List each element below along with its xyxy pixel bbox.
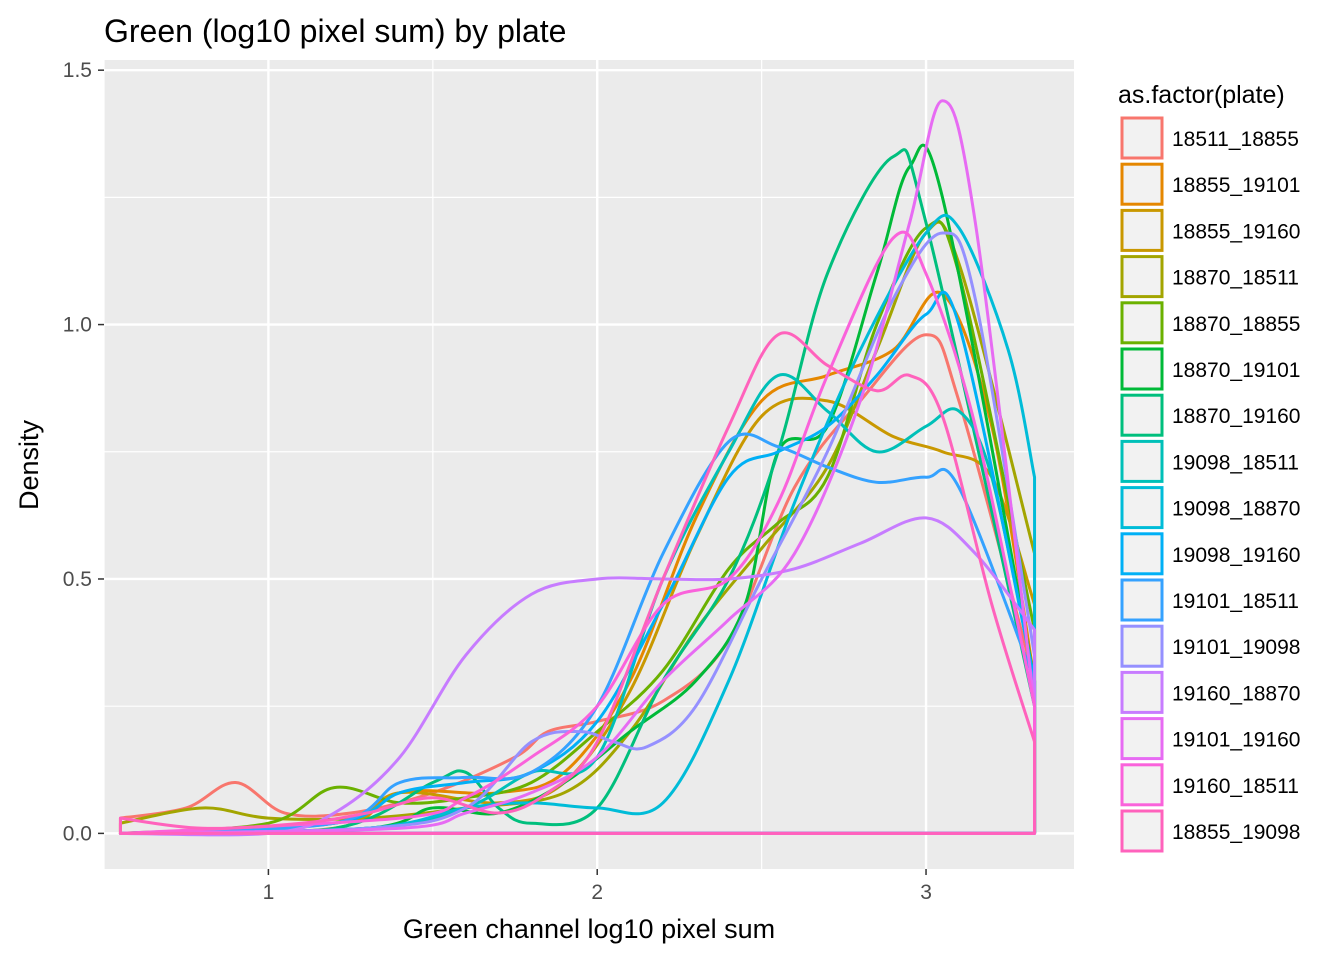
legend-key-18855_19098	[1120, 809, 1164, 853]
legend-label: 19098_19160	[1172, 544, 1300, 567]
minor-gridlines	[103, 60, 1074, 869]
density-curve-18511_18855	[118, 333, 1037, 835]
x-tick-label: 1	[263, 881, 275, 904]
density-curve-19160_18870	[118, 516, 1037, 837]
legend-label: 19098_18870	[1172, 498, 1300, 521]
legend-key-18855_19160	[1120, 208, 1164, 252]
legend-key-18870_19101	[1120, 347, 1164, 391]
legend-label: 18855_19098	[1172, 821, 1300, 844]
legend-label: 18870_19160	[1172, 405, 1300, 428]
legend-key-19160_18870	[1120, 670, 1164, 714]
chart-title: Green (log10 pixel sum) by plate	[104, 13, 566, 49]
x-axis-title: Green channel log10 pixel sum	[403, 914, 775, 944]
legend-key-18855_19101	[1120, 162, 1164, 206]
legend-label: 18511_18855	[1172, 128, 1299, 151]
legend-key-18870_18855	[1120, 301, 1164, 345]
legend: as.factor(plate) 18511_1885518855_191011…	[1118, 81, 1300, 853]
density-curve-19098_18511	[118, 372, 1037, 835]
legend-label: 18870_19101	[1172, 359, 1300, 382]
legend-label: 19101_18511	[1172, 590, 1299, 613]
legend-key-18870_19160	[1120, 393, 1164, 437]
density-curve-18870_18855	[118, 219, 1037, 835]
legend-key-18870_18511	[1120, 255, 1164, 299]
y-axis: 0.0 0.5 1.0 1.5	[63, 59, 104, 845]
y-tick-label: 0.0	[63, 822, 92, 845]
legend-key-19160_18511	[1120, 763, 1164, 807]
density-curve-19098_18870	[118, 214, 1037, 835]
legend-key-18511_18855	[1120, 116, 1164, 160]
density-curve-18855_19160	[118, 396, 1037, 835]
y-tick-label: 1.5	[63, 59, 92, 82]
legend-label: 18870_18511	[1172, 267, 1299, 290]
legend-key-19098_19160	[1120, 532, 1164, 576]
density-curve-19098_19160	[118, 290, 1037, 835]
density-curve-19101_19160	[118, 99, 1037, 835]
legend-label: 18870_18855	[1172, 313, 1300, 336]
legend-label: 19098_18511	[1172, 451, 1299, 474]
legend-key-19101_18511	[1120, 578, 1164, 622]
density-curves	[118, 99, 1037, 837]
x-tick-label: 2	[591, 881, 603, 904]
y-tick-label: 1.0	[63, 314, 92, 337]
legend-key-19098_18511	[1120, 439, 1164, 483]
legend-label: 19101_19160	[1172, 729, 1300, 752]
density-curve-18855_19098	[118, 331, 1037, 835]
plot-panel	[103, 60, 1074, 869]
density-curve-18870_19101	[118, 143, 1037, 835]
legend-key-19101_19160	[1120, 717, 1164, 761]
legend-key-19098_18870	[1120, 486, 1164, 530]
y-axis-title: Density	[14, 419, 44, 510]
legend-title: as.factor(plate)	[1118, 81, 1285, 109]
density-curve-19101_18511	[118, 432, 1037, 835]
legend-label: 19160_18870	[1172, 682, 1300, 705]
x-axis: 1 2 3	[263, 869, 932, 904]
legend-label: 19160_18511	[1172, 775, 1299, 798]
legend-key-19101_19098	[1120, 624, 1164, 668]
density-curve-19101_19098	[118, 231, 1037, 835]
y-tick-label: 0.5	[63, 568, 92, 591]
legend-label: 19101_19098	[1172, 636, 1300, 659]
legend-label: 18855_19160	[1172, 220, 1300, 243]
density-curve-18870_19160	[118, 148, 1037, 836]
legend-items: 18511_18855 18855_19101 18855_19160 18870_1…	[1120, 116, 1300, 853]
legend-label: 18855_19101	[1172, 174, 1300, 197]
x-tick-label: 3	[920, 881, 932, 904]
